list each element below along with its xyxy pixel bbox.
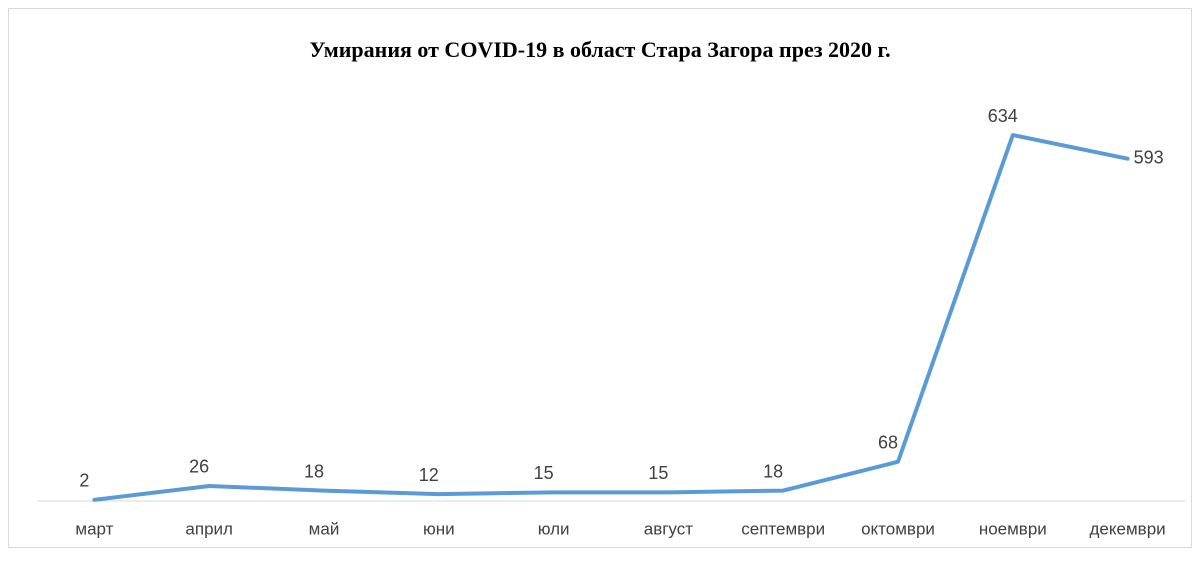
x-tick-label: май (309, 519, 340, 538)
data-label: 634 (988, 106, 1018, 126)
data-label: 12 (419, 465, 439, 485)
chart-title: Умирания от COVID-19 в област Стара Заго… (309, 37, 890, 62)
x-tick-label: август (644, 519, 693, 538)
data-label: 15 (648, 463, 668, 483)
x-tick-label: декември (1090, 519, 1166, 538)
chart-border (8, 8, 1192, 548)
data-label: 2 (79, 471, 89, 491)
data-label: 18 (763, 461, 783, 481)
data-label: 15 (534, 463, 554, 483)
x-tick-label: септември (741, 519, 825, 538)
x-tick-label: ноември (979, 519, 1047, 538)
data-line (92, 133, 1130, 502)
data-label: 26 (189, 457, 209, 477)
x-tick-label: април (185, 519, 233, 538)
data-label: 593 (1134, 147, 1164, 167)
x-tick-label: юли (538, 519, 570, 538)
x-tick-label: юни (423, 519, 455, 538)
data-label: 18 (304, 461, 324, 481)
data-label: 68 (878, 432, 898, 452)
x-tick-label: октомври (861, 519, 935, 538)
x-tick-label: март (75, 519, 113, 538)
